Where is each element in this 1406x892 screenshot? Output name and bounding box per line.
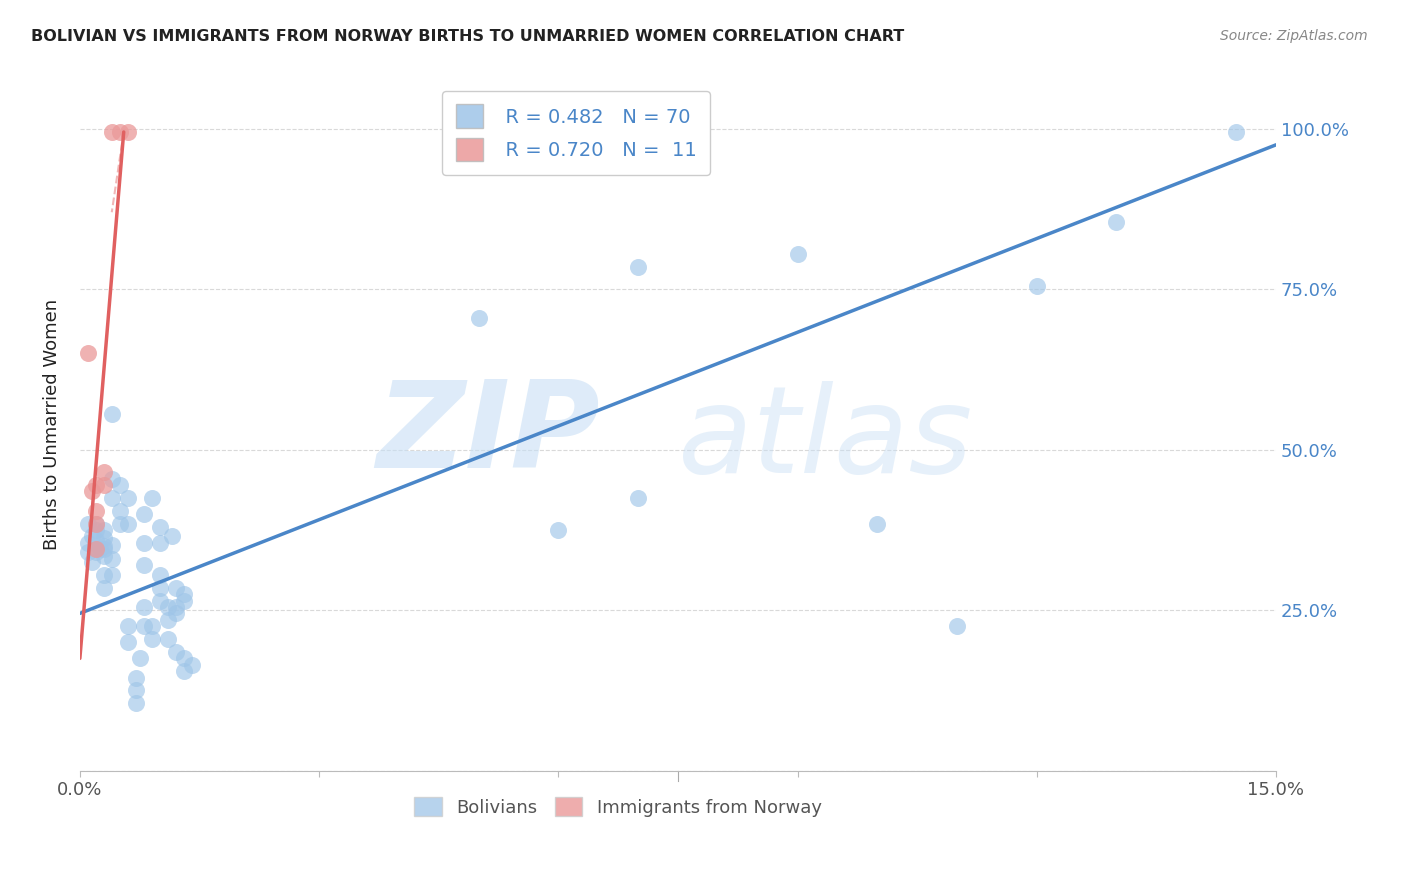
Point (467, 311, 489, 326)
Point (173, 587, 195, 601)
Point (108, 478, 131, 492)
Point (946, 619, 969, 633)
Point (173, 651, 195, 665)
Point (132, 600, 155, 615)
Point (84, 523, 107, 537)
Point (165, 645, 187, 659)
Point (84, 504, 107, 518)
Point (547, 523, 569, 537)
Point (89, 542, 111, 557)
Point (108, 516, 131, 531)
Point (141, 619, 163, 633)
Point (84, 516, 107, 531)
Point (627, 260, 650, 274)
Point (125, 671, 148, 685)
Point (100, 538, 122, 552)
Point (132, 558, 155, 573)
Point (141, 632, 163, 646)
Point (93, 532, 115, 546)
Point (165, 600, 187, 615)
Point (117, 635, 139, 649)
Point (100, 472, 122, 486)
Point (100, 125, 122, 139)
Point (84, 533, 107, 547)
Point (117, 491, 139, 505)
Point (132, 619, 155, 633)
Point (76, 545, 98, 559)
Point (149, 536, 172, 550)
Legend: Bolivians, Immigrants from Norway: Bolivians, Immigrants from Norway (408, 790, 830, 824)
Point (627, 491, 650, 505)
Point (108, 125, 131, 139)
Point (93, 478, 115, 492)
Point (786, 247, 808, 261)
Point (173, 664, 195, 678)
Point (93, 549, 115, 563)
Point (76, 516, 98, 531)
Text: ZIP: ZIP (377, 376, 600, 493)
Point (84, 545, 107, 559)
Point (156, 600, 179, 615)
Point (141, 491, 163, 505)
Point (84, 478, 107, 492)
Y-axis label: Births to Unmarried Women: Births to Unmarried Women (44, 299, 60, 549)
Point (93, 523, 115, 537)
Point (173, 593, 195, 607)
Point (80, 529, 103, 543)
Point (866, 516, 889, 531)
Point (149, 593, 172, 607)
Point (180, 657, 202, 672)
Point (117, 619, 139, 633)
Point (125, 696, 148, 710)
Point (1105, 215, 1128, 229)
Point (165, 607, 187, 621)
Point (128, 651, 150, 665)
Point (1025, 279, 1047, 293)
Point (132, 507, 155, 521)
Point (100, 552, 122, 566)
Point (76, 536, 98, 550)
Point (93, 542, 115, 557)
Point (80, 484, 103, 499)
Point (93, 539, 115, 553)
Point (156, 613, 179, 627)
Point (100, 408, 122, 422)
Point (149, 581, 172, 595)
Point (84, 542, 107, 557)
Point (160, 529, 183, 543)
Point (93, 581, 115, 595)
Point (93, 465, 115, 479)
Point (100, 568, 122, 582)
Point (149, 568, 172, 582)
Point (1225, 125, 1247, 139)
Point (100, 491, 122, 505)
Point (165, 581, 187, 595)
Point (117, 516, 139, 531)
Point (156, 632, 179, 646)
Point (149, 520, 172, 534)
Point (76, 346, 98, 360)
Point (132, 536, 155, 550)
Text: atlas: atlas (678, 381, 973, 498)
Text: Source: ZipAtlas.com: Source: ZipAtlas.com (1220, 29, 1368, 43)
Text: BOLIVIAN VS IMMIGRANTS FROM NORWAY BIRTHS TO UNMARRIED WOMEN CORRELATION CHART: BOLIVIAN VS IMMIGRANTS FROM NORWAY BIRTH… (31, 29, 904, 44)
Point (84, 516, 107, 531)
Point (125, 683, 148, 698)
Point (80, 555, 103, 569)
Point (108, 504, 131, 518)
Point (117, 125, 139, 139)
Point (93, 568, 115, 582)
